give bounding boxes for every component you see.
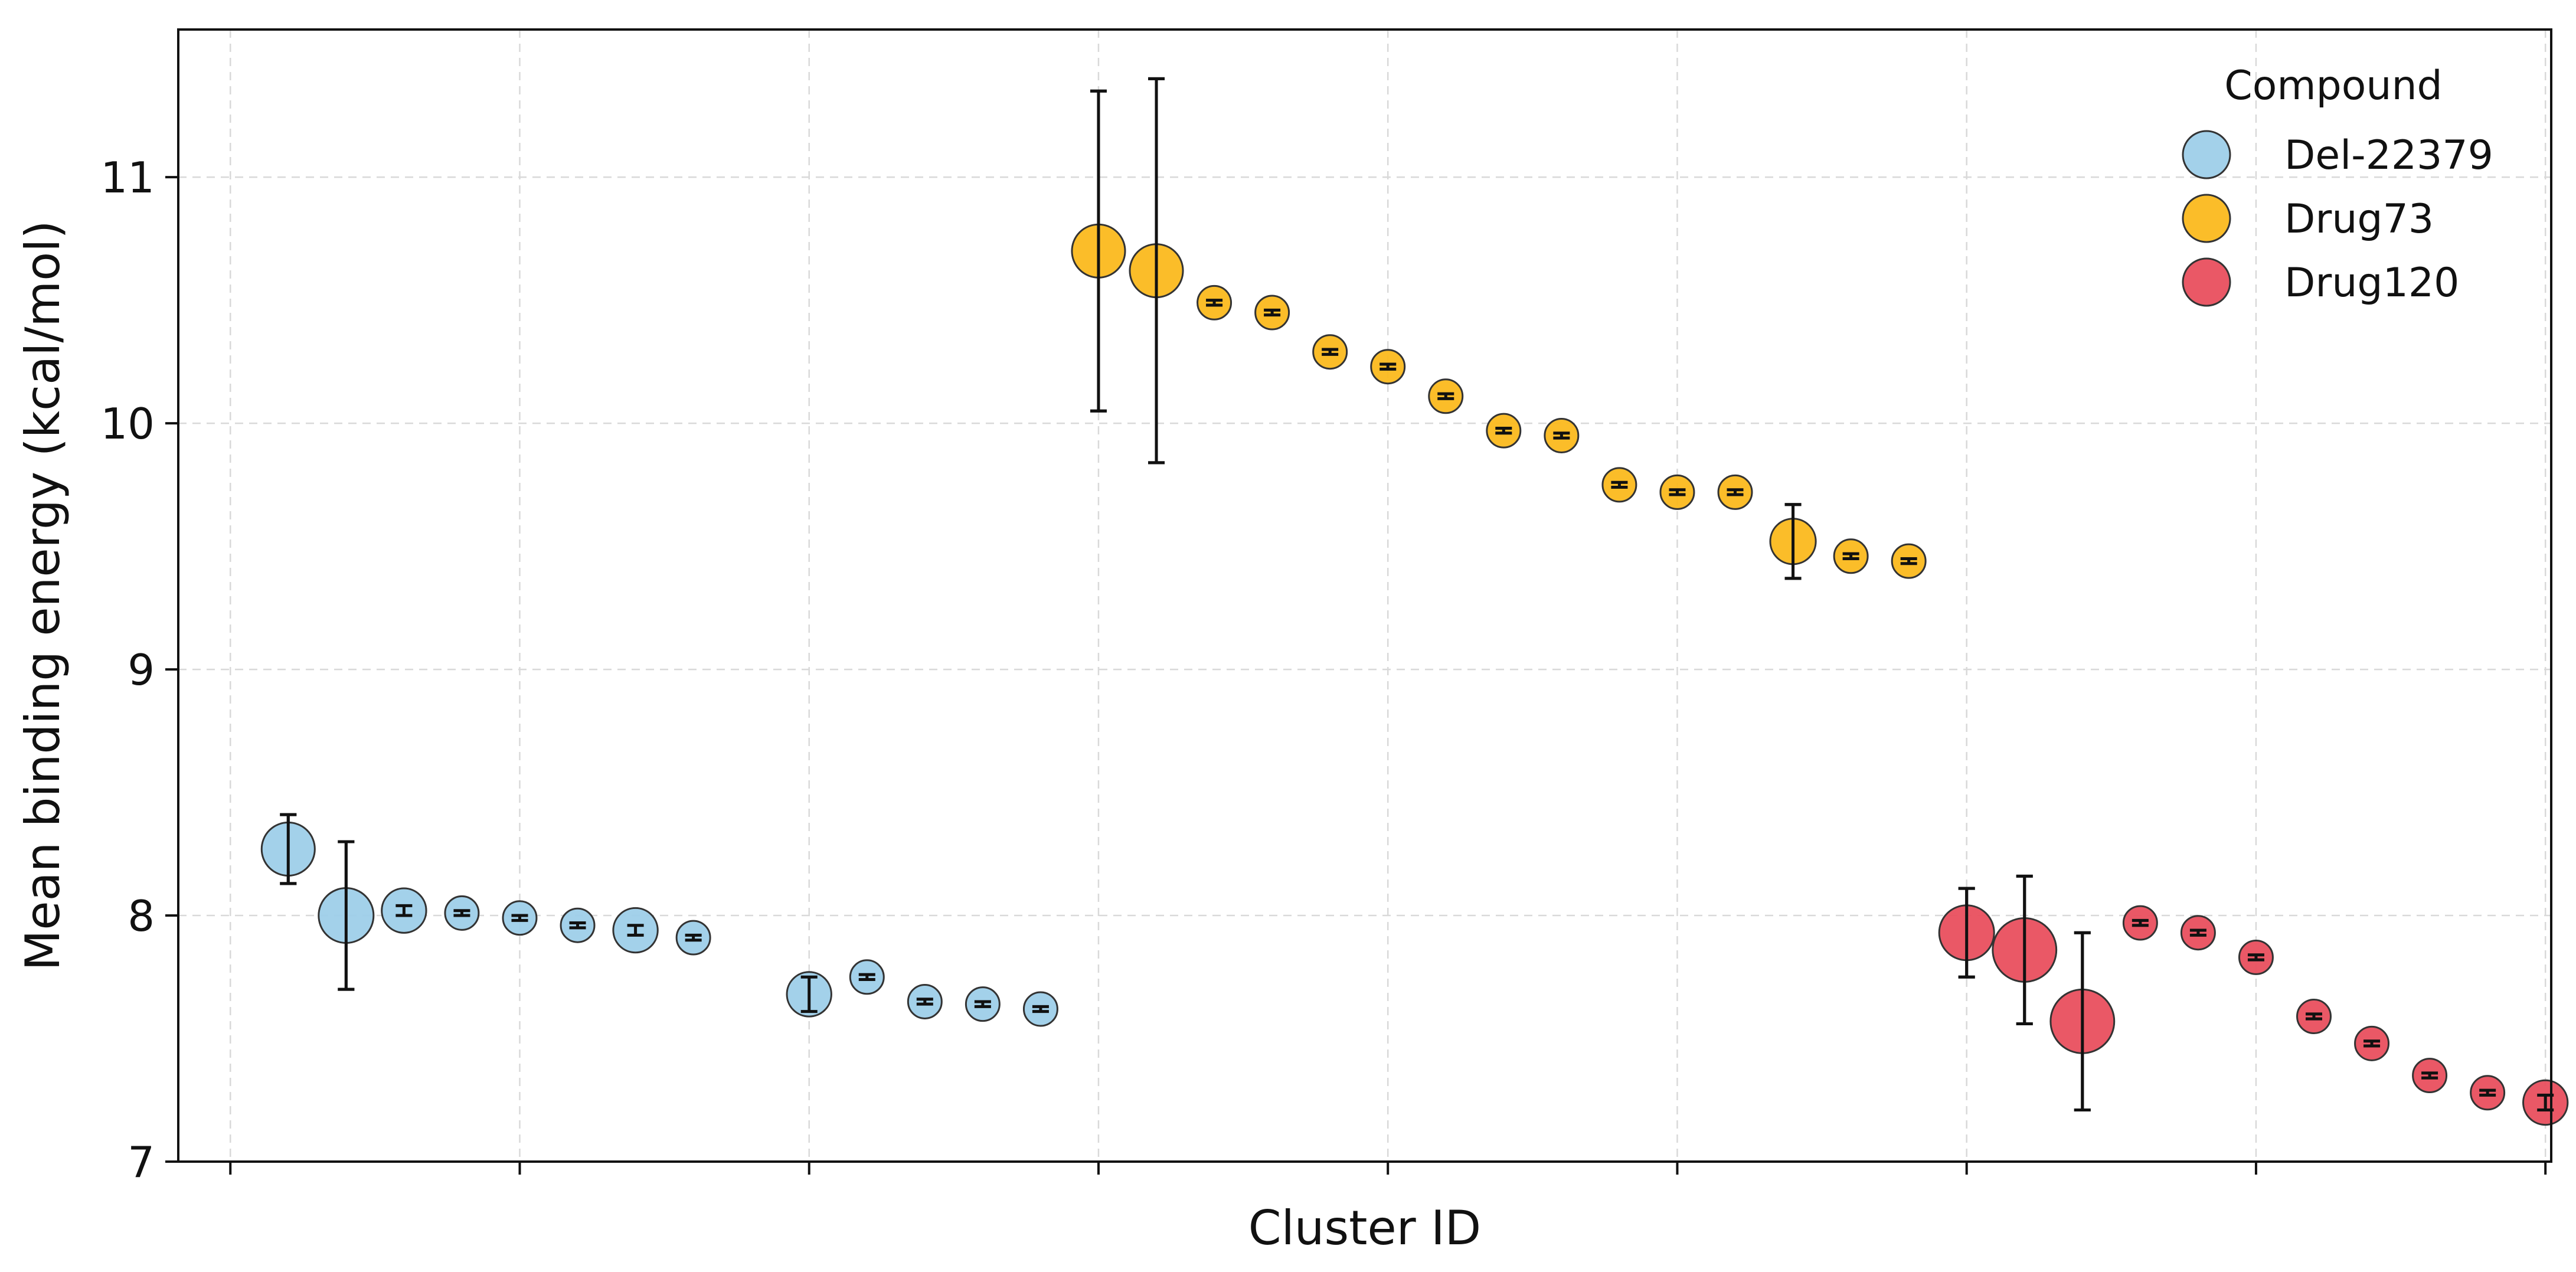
y-tick-label: 11 bbox=[100, 153, 155, 202]
data-point[interactable] bbox=[1659, 474, 1695, 510]
data-point[interactable] bbox=[849, 959, 885, 995]
plot-frame bbox=[177, 28, 2552, 1163]
data-point[interactable] bbox=[1938, 904, 1995, 962]
data-point[interactable] bbox=[675, 920, 711, 956]
axis-ticks: 7 8 9 10 11 bbox=[100, 153, 2547, 1187]
y-axis-label: Mean binding energy (kcal/mol) bbox=[15, 220, 70, 970]
data-point[interactable] bbox=[2296, 999, 2332, 1034]
data-point[interactable] bbox=[444, 895, 480, 931]
data-point[interactable] bbox=[1197, 285, 1233, 321]
legend-label[interactable]: Del-22379 bbox=[2284, 132, 2493, 179]
x-axis-label: Cluster ID bbox=[1248, 1201, 1482, 1255]
data-point[interactable] bbox=[318, 887, 375, 944]
data-point[interactable] bbox=[786, 971, 832, 1018]
data-point[interactable] bbox=[2122, 905, 2158, 941]
data-point[interactable] bbox=[1129, 243, 1184, 299]
data-point[interactable] bbox=[502, 900, 538, 936]
data-point[interactable] bbox=[2470, 1075, 2506, 1111]
data-point[interactable] bbox=[2522, 1079, 2569, 1126]
data-points bbox=[260, 223, 2569, 1126]
data-point[interactable] bbox=[2238, 939, 2274, 975]
data-point[interactable] bbox=[612, 907, 659, 954]
data-point[interactable] bbox=[1486, 413, 1522, 449]
y-tick-label: 9 bbox=[128, 645, 155, 695]
y-tick-label: 8 bbox=[128, 891, 155, 941]
data-point[interactable] bbox=[1312, 334, 1348, 370]
legend-label[interactable]: Drug73 bbox=[2284, 196, 2434, 243]
y-tick-label: 10 bbox=[100, 399, 155, 449]
data-point[interactable] bbox=[1717, 474, 1753, 510]
data-point[interactable] bbox=[1071, 223, 1126, 279]
legend-marker[interactable] bbox=[2182, 194, 2231, 243]
data-point[interactable] bbox=[560, 907, 596, 943]
legend-label[interactable]: Drug120 bbox=[2284, 260, 2459, 306]
data-point[interactable] bbox=[1370, 349, 1406, 385]
data-point[interactable] bbox=[2049, 988, 2116, 1054]
data-point[interactable] bbox=[1891, 543, 1927, 579]
data-point[interactable] bbox=[1544, 417, 1580, 453]
data-point[interactable] bbox=[1833, 538, 1869, 574]
data-point[interactable] bbox=[1254, 295, 1290, 331]
data-point[interactable] bbox=[1022, 991, 1058, 1027]
legend-marker[interactable] bbox=[2182, 257, 2231, 307]
data-point[interactable] bbox=[1428, 378, 1464, 414]
data-point[interactable] bbox=[1992, 917, 2058, 983]
data-point[interactable] bbox=[965, 986, 1001, 1022]
legend-title: Compound bbox=[2224, 63, 2442, 109]
y-tick-label: 7 bbox=[128, 1137, 155, 1187]
data-point[interactable] bbox=[381, 887, 427, 934]
data-point[interactable] bbox=[2354, 1025, 2390, 1061]
data-point[interactable] bbox=[907, 983, 943, 1019]
data-point[interactable] bbox=[260, 821, 316, 877]
legend-marker[interactable] bbox=[2182, 130, 2231, 179]
data-point[interactable] bbox=[1769, 518, 1817, 565]
data-point[interactable] bbox=[2412, 1058, 2448, 1094]
data-point[interactable] bbox=[2180, 915, 2216, 951]
legend[interactable]: Compound Del-22379 Drug73 Drug120 bbox=[2182, 63, 2493, 307]
data-point[interactable] bbox=[1601, 467, 1637, 503]
